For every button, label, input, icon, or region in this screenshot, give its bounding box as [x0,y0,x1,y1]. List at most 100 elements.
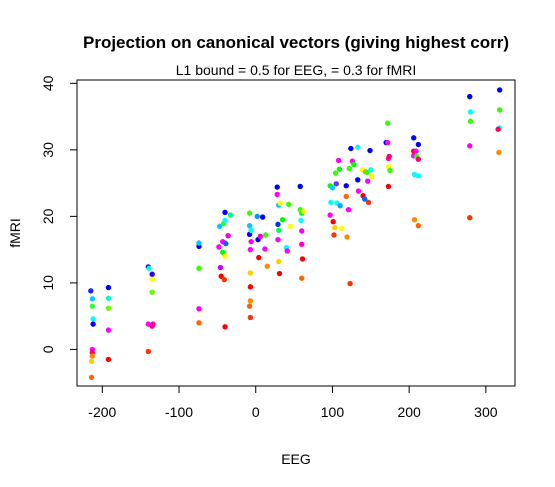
data-point [149,271,155,277]
data-point [256,254,262,261]
y-tick-label: 40 [40,75,56,91]
data-point [415,222,422,229]
data-point [411,135,417,141]
data-point [467,143,473,149]
data-point [279,216,286,223]
data-point [89,353,96,359]
data-point [227,212,234,218]
data-point [248,238,254,245]
data-point [247,270,254,276]
data-point [275,221,281,228]
data-point [367,147,373,154]
data-point [300,208,306,214]
data-point [467,215,473,221]
data-point [222,217,228,224]
data-point [247,314,254,321]
data-point [259,214,266,220]
y-tick-label: 20 [40,208,56,224]
data-point [344,234,350,240]
plot-frame [76,79,516,387]
data-point [217,264,224,271]
data-point [299,256,306,262]
x-axis: -200 -100 0 100 200 300 [88,385,498,420]
data-point [299,241,305,248]
y-axis: 0 10 20 30 40 [40,75,78,353]
y-axis-label: fMRI [7,218,23,248]
data-point [337,203,343,209]
data-point [496,87,503,93]
data-point [368,167,374,173]
data-point [89,303,96,309]
data-point [246,210,253,216]
data-point [222,209,228,216]
data-point [246,222,253,229]
data-points [88,87,503,381]
data-point [248,227,254,234]
data-point [88,288,94,294]
data-point [365,199,372,206]
data-point [145,348,152,355]
data-point [384,139,391,146]
data-point [225,232,231,239]
data-point [299,275,305,281]
data-point [347,280,353,287]
data-point [496,149,502,156]
x-tick-label: -200 [88,404,116,420]
data-point [343,183,349,189]
x-axis-label: EEG [281,451,311,467]
data-point [277,200,283,206]
data-point [89,296,96,302]
chart-subtitle: L1 bound = 0.5 for EEG, = 0.3 for fMRI [176,62,416,78]
data-point [105,356,112,363]
data-point [348,145,354,152]
data-point [284,248,290,254]
data-point [355,188,362,194]
data-point [216,244,222,250]
data-point [386,153,392,160]
data-point [88,358,95,365]
data-point [247,246,254,253]
x-tick-label: 100 [321,404,345,420]
data-point [332,224,338,231]
data-point [196,320,202,326]
chart-title: Projection on canonical vectors (giving … [83,33,509,52]
data-point [355,177,361,183]
data-point [90,316,96,322]
data-point [368,173,375,180]
data-point [345,207,352,213]
data-point [495,126,501,132]
data-point [331,232,337,238]
y-tick-label: 0 [40,345,56,353]
data-point [415,173,422,179]
data-point [263,232,269,238]
data-point [361,196,368,202]
data-point [196,240,202,246]
x-tick-label: -100 [165,404,193,420]
data-point [221,276,227,283]
data-point [346,165,353,172]
data-point [247,284,254,290]
data-point [343,193,349,200]
data-point [275,236,281,243]
y-tick-label: 10 [40,275,56,291]
data-point [297,183,303,190]
data-point [254,213,260,220]
x-tick-label: 200 [397,404,421,420]
data-point [262,246,268,252]
data-point [149,289,155,295]
x-tick-label: 0 [252,404,260,420]
data-point [150,321,156,327]
data-point [220,249,226,255]
data-point [216,223,223,230]
data-point [351,161,357,168]
data-point [298,217,304,224]
data-point [149,276,155,283]
data-point [90,321,96,327]
data-point [274,191,280,198]
data-point [467,93,473,100]
data-point [196,306,202,312]
x-tick-label: 300 [474,404,498,420]
data-point [264,263,270,269]
data-point [196,265,202,271]
